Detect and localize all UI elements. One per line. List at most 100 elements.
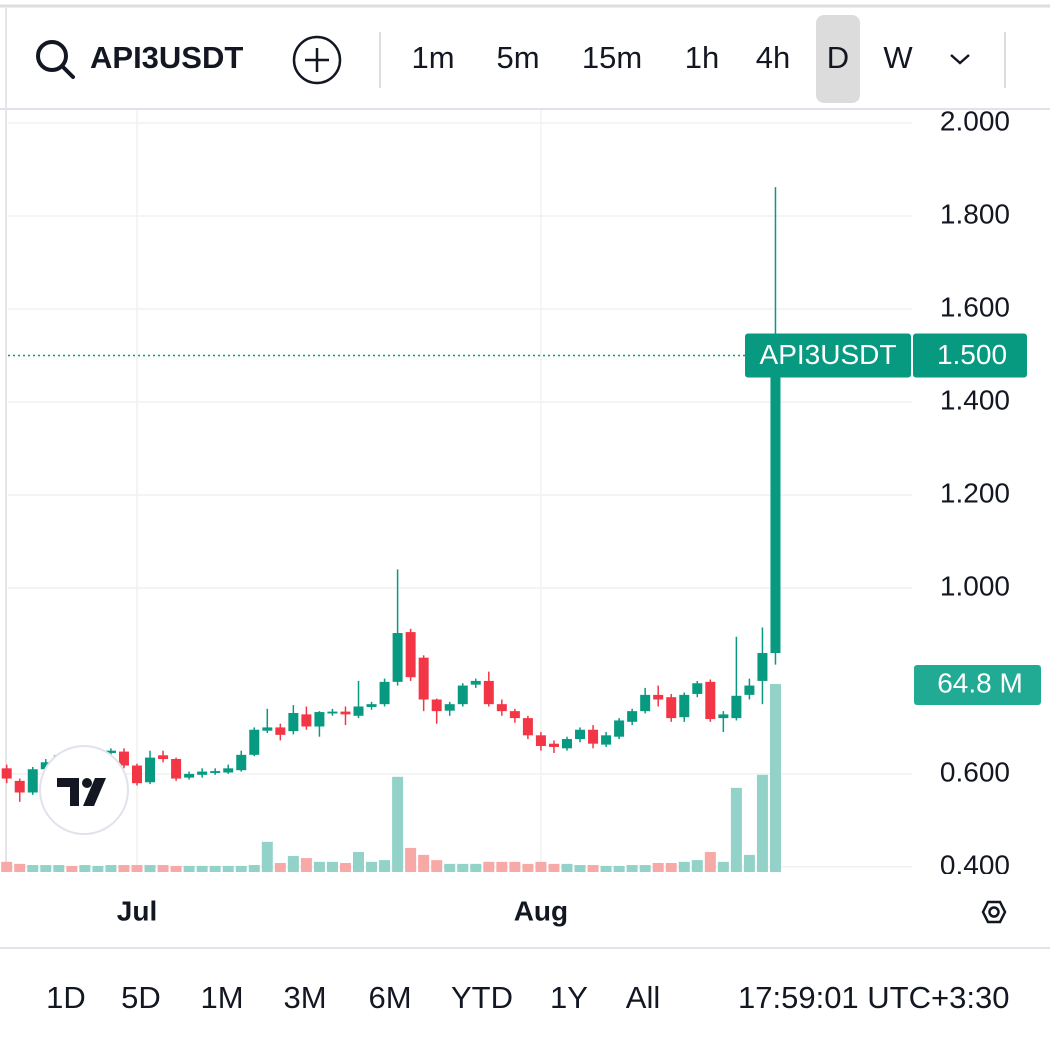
volume-bar (144, 865, 156, 872)
volume-bar (379, 860, 391, 872)
interval-button[interactable]: W (883, 40, 913, 75)
search-button[interactable] (36, 40, 75, 79)
candle-body (158, 755, 169, 760)
interval-button[interactable]: 1h (685, 40, 719, 75)
candle-body (105, 750, 116, 753)
candle-body (223, 768, 234, 773)
range-button[interactable]: 1M (200, 980, 243, 1015)
clock: 17:59:01 UTC+3:30 (738, 980, 1009, 1015)
candle-body (457, 685, 468, 705)
candle-body (314, 712, 325, 727)
volume-bar (665, 863, 677, 872)
volume-bar (92, 865, 104, 872)
candle-body (601, 735, 612, 745)
volume-bar (53, 865, 65, 872)
symbol[interactable]: API3USDT (90, 40, 243, 75)
volume-bar (496, 861, 508, 872)
range-button[interactable]: 6M (368, 980, 411, 1015)
candle-body (431, 699, 442, 712)
volume-bar (313, 861, 325, 872)
range-button[interactable]: 1Y (550, 980, 588, 1015)
y-tick-label: 1.800 (940, 198, 1010, 229)
volume-bar (79, 865, 91, 872)
volume-bar (652, 863, 664, 872)
interval-button[interactable]: 4h (756, 40, 790, 75)
volume-bar (730, 787, 742, 872)
candle-body (145, 757, 156, 783)
candle-body (757, 653, 768, 681)
y-tick-label: 1.000 (940, 570, 1010, 601)
range-button[interactable]: 5D (121, 980, 161, 1015)
volume-bar (118, 865, 130, 872)
volume-bar (300, 858, 312, 872)
range-button[interactable]: 1D (46, 980, 86, 1015)
volume-bar (366, 861, 378, 872)
volume-bar (756, 774, 768, 872)
interval-button[interactable]: 5m (496, 40, 539, 75)
price-label-symbol: API3USDT (760, 339, 897, 370)
volume-bar (157, 865, 169, 872)
volume-bar (639, 865, 651, 872)
volume-bar (704, 851, 716, 872)
candle-body (236, 754, 247, 771)
volume-bar (287, 856, 299, 872)
add-symbol-button[interactable] (292, 35, 342, 85)
range-button[interactable]: YTD (451, 980, 513, 1015)
candle-body (210, 771, 221, 773)
volume-bar (209, 865, 221, 872)
interval-button[interactable]: 1m (411, 40, 454, 75)
candle-body (366, 704, 377, 707)
range-button[interactable]: 3M (283, 980, 326, 1015)
settings-button[interactable] (981, 900, 1007, 924)
volume-bar (222, 865, 234, 872)
volume-bar (339, 863, 351, 872)
volume-bar (40, 865, 52, 872)
volume-bar (326, 861, 338, 872)
interval-button[interactable]: 15m (582, 40, 642, 75)
volume-bar (196, 865, 208, 872)
candle-body (1, 768, 12, 779)
volume-bar (678, 861, 690, 872)
candle-body (679, 694, 690, 718)
volume-bar (353, 851, 365, 872)
volume-bar (600, 865, 612, 872)
candle-body (353, 706, 364, 716)
candle-body (614, 720, 625, 737)
candle-body (40, 762, 51, 770)
volume-label-value: 64.8 M (937, 667, 1023, 698)
volume-bar (418, 854, 430, 872)
volume-bar (183, 865, 195, 872)
volume-bar (27, 865, 39, 872)
candle-body (627, 711, 638, 722)
y-tick-label: 0.400 (940, 849, 1010, 880)
y-tick-label: 2.000 (940, 105, 1010, 136)
y-tick-label: 1.200 (940, 477, 1010, 508)
more-intervals[interactable] (950, 54, 970, 65)
candle-body (27, 769, 38, 793)
candle-body (392, 633, 403, 682)
candle-body (405, 632, 416, 678)
volume-bar (626, 865, 638, 872)
candle-body (731, 695, 742, 719)
candle-body (548, 743, 559, 747)
volume-bar (561, 863, 573, 872)
range-button[interactable]: All (626, 980, 660, 1015)
candle-body (171, 759, 182, 779)
volume-bar (717, 861, 729, 872)
volume-label-bg (914, 664, 1041, 705)
candle-body (561, 739, 572, 749)
volume-bar (535, 861, 547, 872)
volume-bar (392, 776, 404, 872)
candle-body (249, 729, 260, 755)
volume-bar (14, 863, 26, 872)
candle-body (197, 771, 208, 775)
volume-bar (522, 863, 534, 872)
volume-bar (131, 865, 143, 872)
volume-bar (105, 865, 117, 872)
candle-body (588, 729, 599, 744)
candle-body (118, 751, 129, 766)
candle-body (770, 355, 781, 654)
interval-button[interactable]: D (827, 40, 849, 75)
logo[interactable] (39, 745, 129, 835)
